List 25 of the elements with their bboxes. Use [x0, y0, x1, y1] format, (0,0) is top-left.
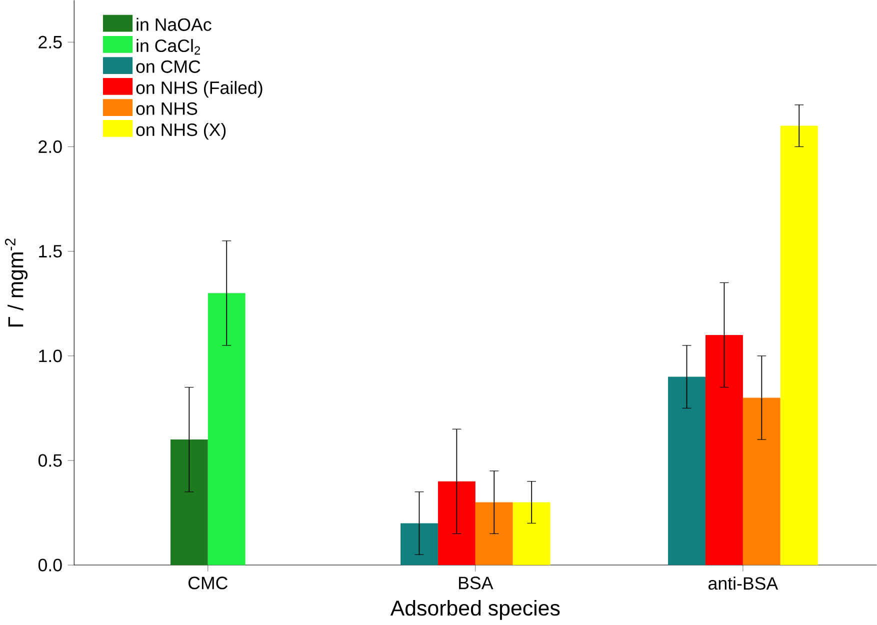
- y-tick-label: 2.5: [38, 36, 62, 48]
- bar: [475, 502, 513, 566]
- legend-label: on NHS (X): [136, 123, 226, 140]
- bar: [668, 376, 706, 566]
- bar: [170, 440, 208, 566]
- x-axis-title: Adsorbed species: [390, 600, 560, 620]
- legend-label: on NHS: [136, 102, 198, 116]
- bar: [742, 398, 780, 566]
- y-tick-label: 1.0: [39, 350, 62, 362]
- x-tick-label: BSA: [459, 576, 494, 590]
- y-tick-label: 1.5: [39, 245, 62, 258]
- y-axis-title: Γ / mgm$^{-2}$: [4, 238, 28, 327]
- bar: [208, 293, 246, 566]
- legend-label: on NHS (Failed): [136, 81, 262, 98]
- x-tick-label: CMC: [188, 576, 228, 590]
- legend-label: in CaCl$_{2}$: [136, 39, 200, 55]
- legend-label: on CMC: [136, 60, 200, 74]
- y-tick-label: 0.0: [38, 558, 62, 572]
- bar: [780, 126, 818, 566]
- y-tick-label: 0.5: [38, 454, 62, 467]
- legend-label: in NaOAc: [136, 18, 212, 31]
- bar: [705, 335, 743, 566]
- bar: [512, 502, 550, 566]
- x-tick-label: anti-BSA: [708, 576, 778, 590]
- y-tick-label: 2.0: [38, 140, 62, 154]
